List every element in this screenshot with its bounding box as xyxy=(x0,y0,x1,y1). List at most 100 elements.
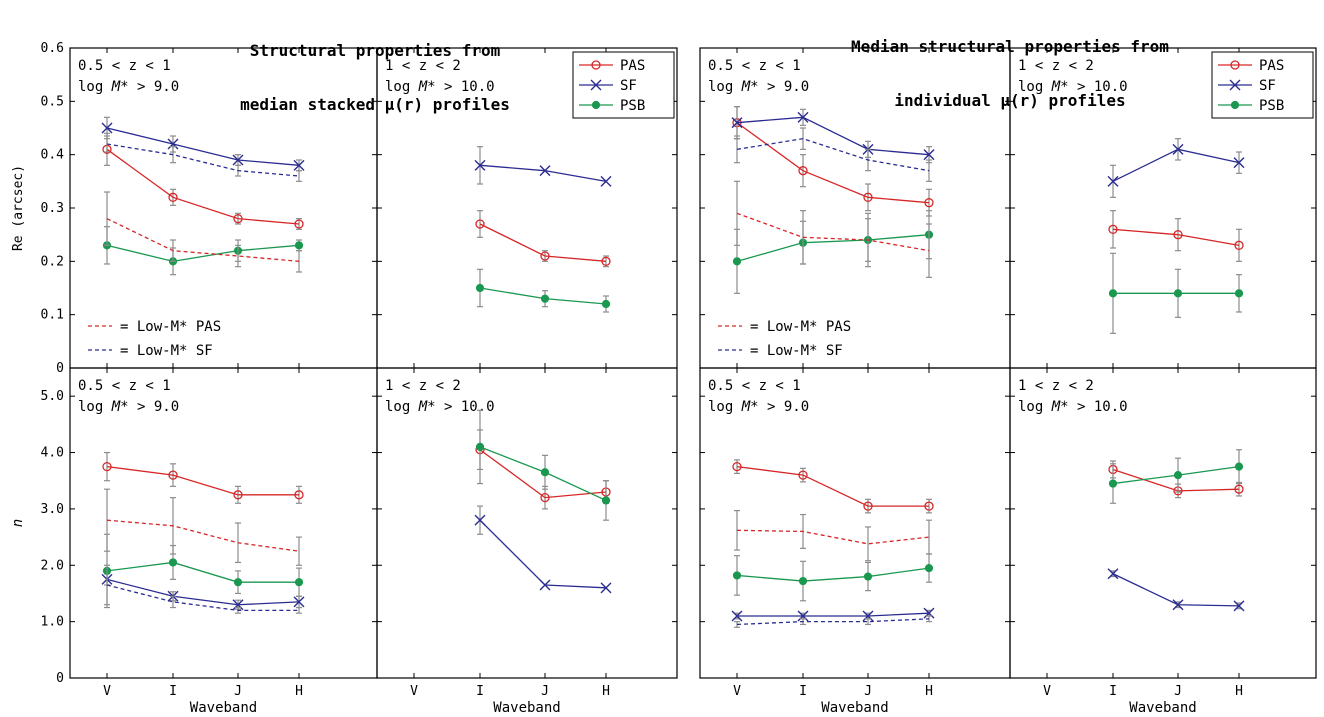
mass-label: log M* > 9.0 xyxy=(708,79,809,95)
sf-point xyxy=(797,610,809,622)
sf-point xyxy=(539,165,551,177)
sf-point xyxy=(293,596,305,608)
sf-point xyxy=(539,579,551,591)
pas-point xyxy=(233,214,243,224)
mass-label: log M* > 9.0 xyxy=(78,79,179,95)
low-m-sf-series-line xyxy=(736,618,930,626)
pas-point xyxy=(1173,230,1183,240)
legend-lowmass-pas-label: = Low-M* PAS xyxy=(750,319,851,335)
redshift-label: 1 < z < 2 xyxy=(1018,378,1094,394)
redshift-label: 0.5 < z < 1 xyxy=(708,378,801,394)
legend-pas-label: PAS xyxy=(1259,58,1284,74)
x-tick-label: V xyxy=(733,684,741,699)
legend-sf-label: SF xyxy=(620,78,637,94)
mass-label: log M* > 10.0 xyxy=(385,399,495,415)
pas-point xyxy=(863,192,873,202)
sf-point xyxy=(232,154,244,166)
x-tick-label: V xyxy=(103,684,111,699)
x-tick-label: J xyxy=(541,684,549,699)
sf-point xyxy=(1172,143,1184,155)
low-m-pas-series-line xyxy=(736,212,930,252)
x-tick-label: I xyxy=(1109,684,1117,699)
legend-psb-marker xyxy=(591,100,601,110)
low-m-sf-series-line xyxy=(106,584,299,612)
pas-series-line xyxy=(479,449,607,499)
sf-series-line xyxy=(737,612,930,617)
sf-series-line xyxy=(106,578,300,606)
redshift-label: 0.5 < z < 1 xyxy=(78,378,171,394)
pas-point xyxy=(168,192,178,202)
redshift-label: 0.5 < z < 1 xyxy=(708,58,801,74)
sf-point xyxy=(101,122,113,134)
x-tick-label: J xyxy=(864,684,872,699)
y-tick-label: 3.0 xyxy=(41,502,64,517)
x-tick-label: V xyxy=(410,684,418,699)
sf-point xyxy=(1172,599,1184,611)
sf-point xyxy=(293,159,305,171)
psb-point xyxy=(233,578,243,587)
mass-label: log M* > 10.0 xyxy=(385,79,495,95)
legend-psb-marker xyxy=(1230,100,1240,110)
sf-point xyxy=(600,175,612,187)
pas-point xyxy=(798,166,808,176)
pas-point xyxy=(294,490,304,500)
legend-sf-marker xyxy=(1229,79,1241,91)
legend-lowmass-pas-label: = Low-M* PAS xyxy=(120,319,221,335)
redshift-label: 1 < z < 2 xyxy=(385,378,461,394)
psb-point xyxy=(601,299,611,309)
sf-series-line xyxy=(1112,573,1240,607)
y-tick-label: 0.5 xyxy=(41,94,64,109)
redshift-label: 1 < z < 2 xyxy=(385,58,461,74)
psb-series-line xyxy=(106,561,299,583)
left-figure-title: Structural properties from median stacke… xyxy=(70,6,680,132)
psb-point xyxy=(1108,479,1118,488)
y-tick-label: 0.3 xyxy=(41,201,64,216)
pas-point xyxy=(1234,240,1244,250)
pas-point xyxy=(475,219,485,229)
psb-point xyxy=(1108,289,1118,298)
y-tick-label: 0 xyxy=(56,361,64,376)
x-axis-label: Waveband xyxy=(1129,700,1196,716)
y-axis-label-re: Re (arcsec) xyxy=(11,165,26,251)
sf-point xyxy=(731,610,743,622)
pas-point xyxy=(168,470,178,480)
psb-point xyxy=(1234,462,1244,471)
low-m-pas-series-line xyxy=(106,519,300,552)
y-axis-label-n: n xyxy=(10,519,26,527)
pas-point xyxy=(863,501,873,511)
psb-point xyxy=(1173,470,1183,480)
pas-point xyxy=(294,219,304,229)
pas-point xyxy=(102,461,112,472)
mass-label: log M* > 9.0 xyxy=(78,399,179,415)
sf-series-line xyxy=(479,519,607,589)
psb-point xyxy=(1173,289,1183,298)
x-tick-label: I xyxy=(169,684,177,699)
pas-series-line xyxy=(736,465,929,507)
mass-label: log M* > 9.0 xyxy=(708,399,809,415)
mass-label: log M* > 10.0 xyxy=(1018,79,1128,95)
sf-series-line xyxy=(736,116,930,156)
pas-point xyxy=(1108,224,1118,234)
psb-point xyxy=(732,257,742,266)
right-figure-title: Median structural properties from indivi… xyxy=(700,2,1320,128)
x-tick-label: H xyxy=(602,684,610,699)
legend-psb-label: PSB xyxy=(620,98,645,114)
psb-point xyxy=(601,496,611,505)
x-axis-label: Waveband xyxy=(190,700,257,716)
sf-point xyxy=(1107,568,1119,580)
psb-point xyxy=(798,576,808,586)
pas-point xyxy=(1234,484,1244,494)
psb-point xyxy=(1234,289,1244,298)
pas-point xyxy=(233,490,243,500)
legend-lowmass-sf-label: = Low-M* SF xyxy=(120,343,213,359)
sf-series-line xyxy=(106,127,300,166)
panel-n-stacked-highz-frame xyxy=(376,367,678,679)
x-tick-label: H xyxy=(925,684,933,699)
legend-pas-marker xyxy=(591,60,601,70)
psb-point xyxy=(294,241,304,250)
sf-point xyxy=(167,138,179,150)
sf-point xyxy=(600,582,612,594)
left-title-line2: median stacked μ(r) profiles xyxy=(240,95,510,114)
psb-series-line xyxy=(736,234,930,262)
